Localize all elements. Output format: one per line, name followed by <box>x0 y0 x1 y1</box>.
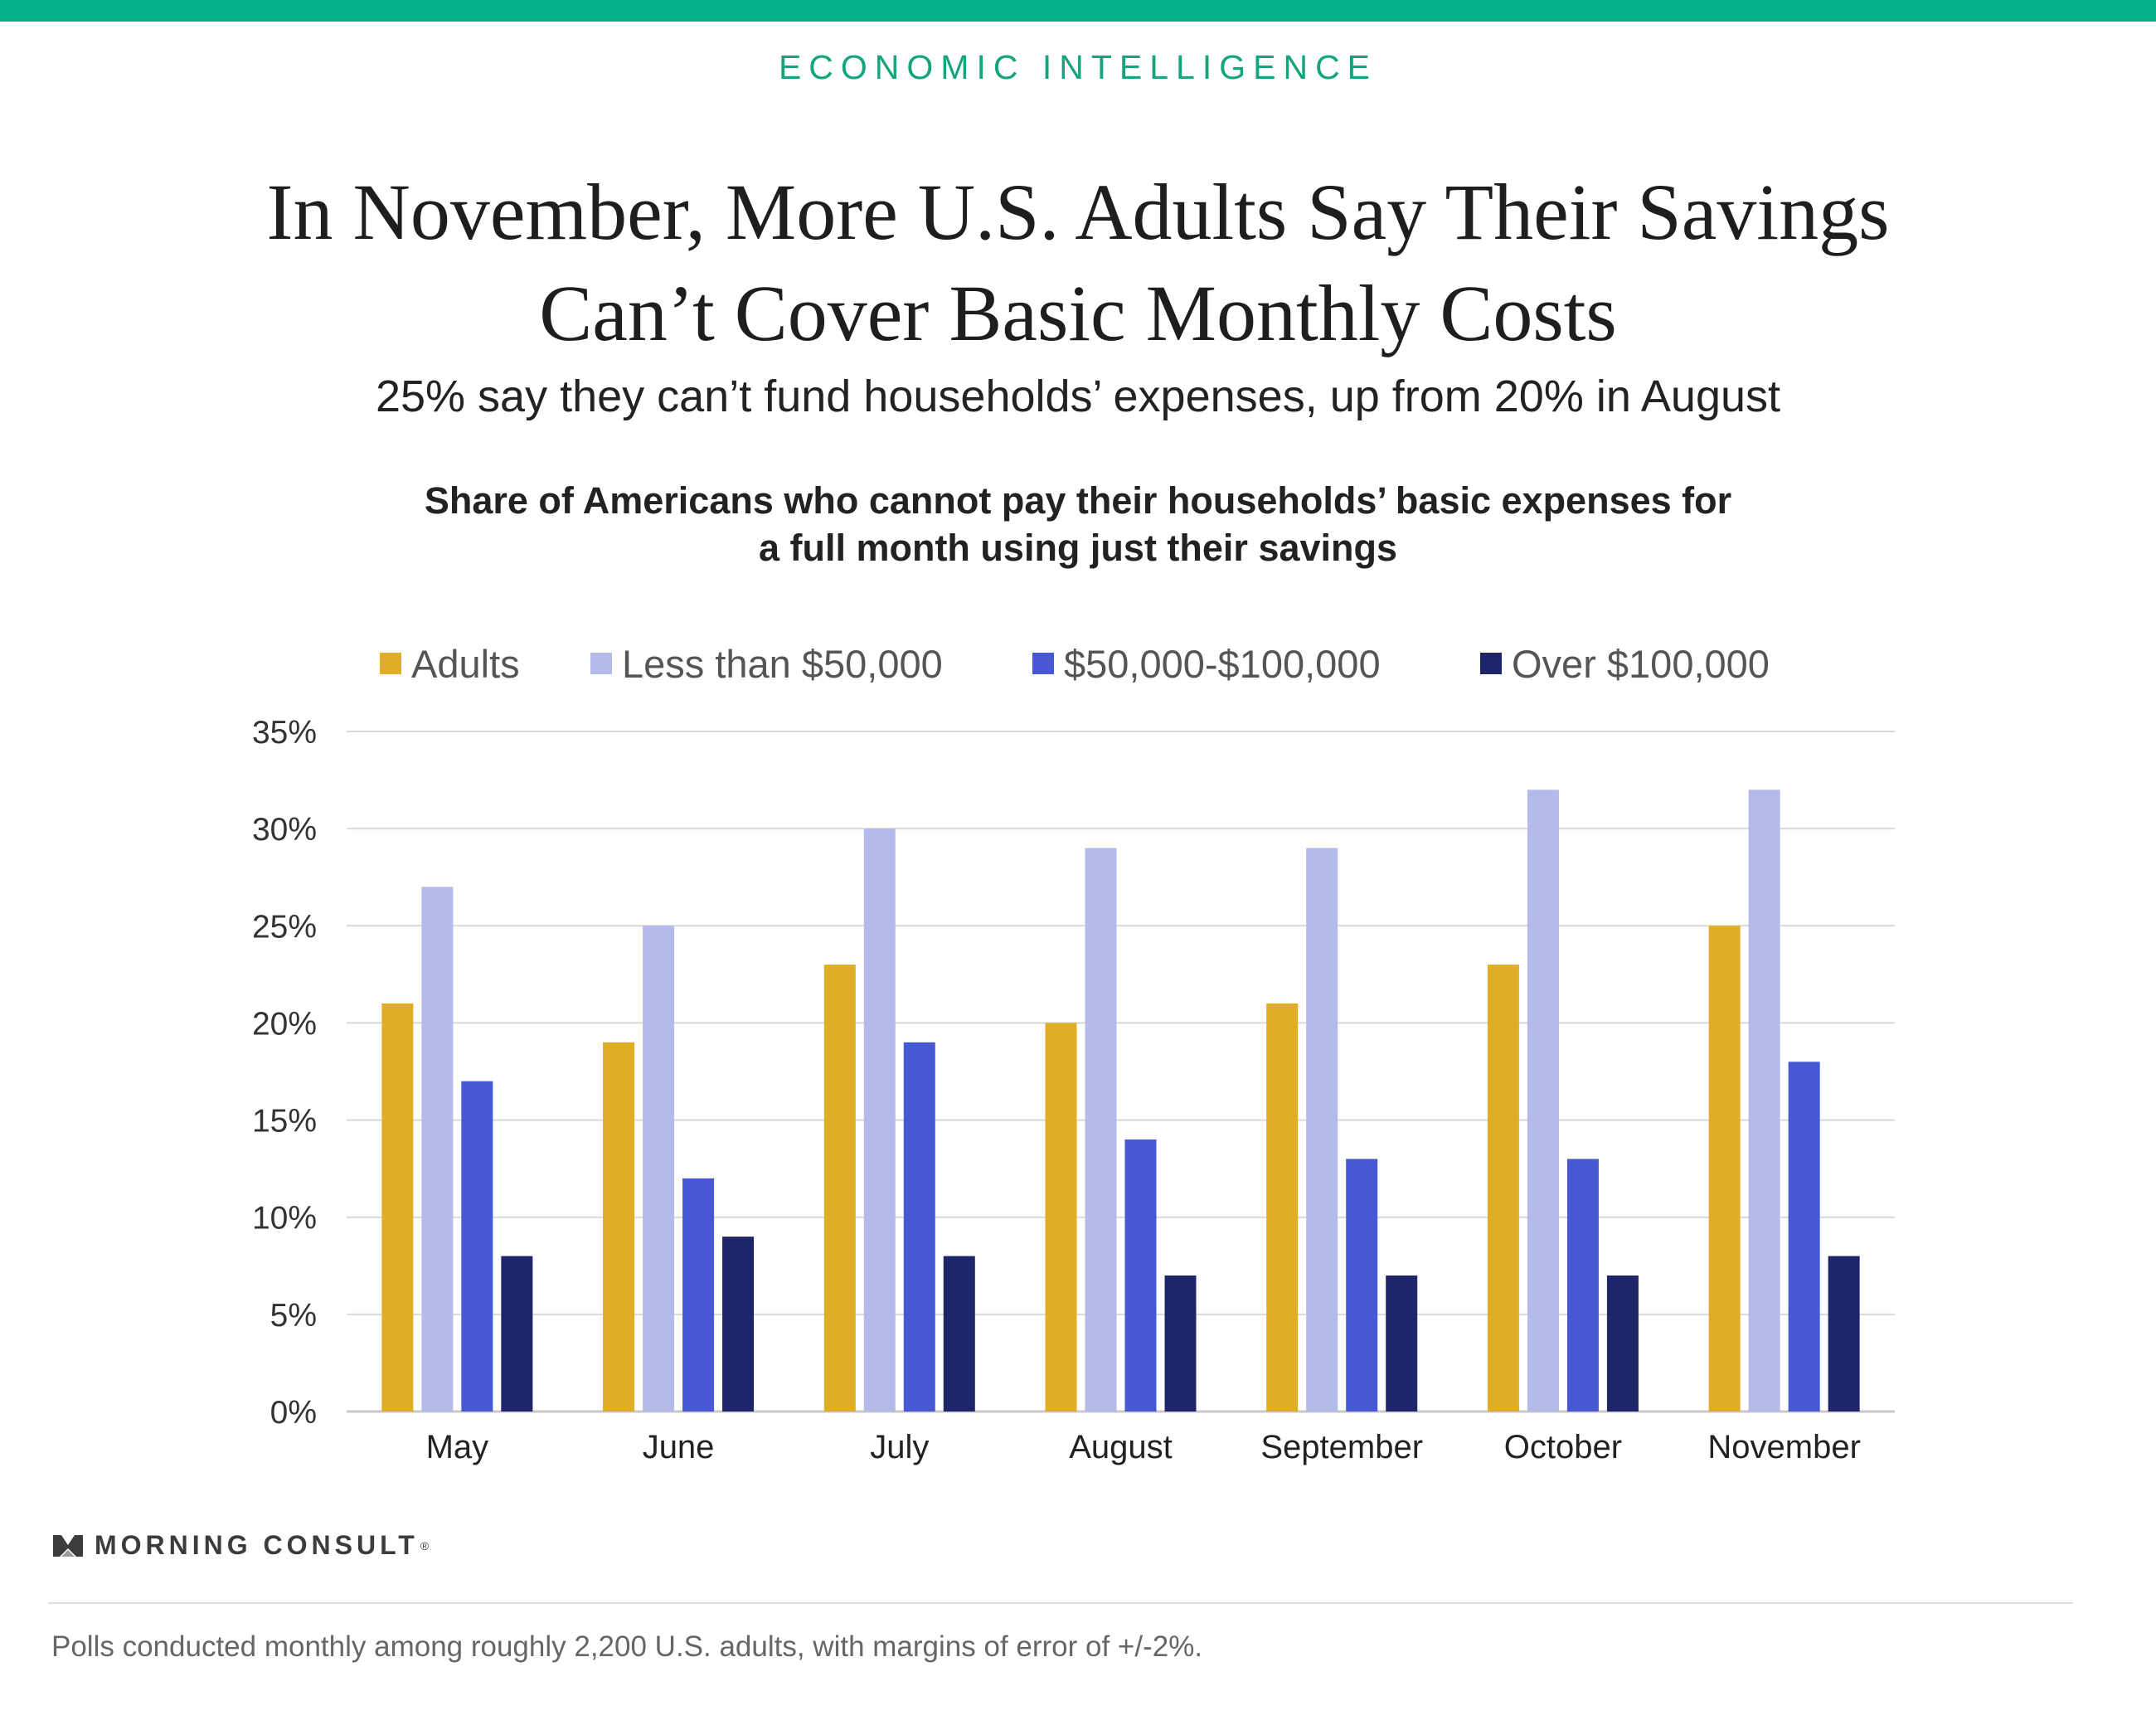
x-tick-label: November <box>1707 1429 1861 1465</box>
bar <box>1164 1276 1197 1412</box>
y-tick-label: 15% <box>252 1104 317 1139</box>
bar <box>501 1256 533 1412</box>
bar <box>1386 1276 1418 1412</box>
x-tick-label: October <box>1504 1429 1622 1465</box>
bar <box>863 828 896 1412</box>
bar <box>682 1178 715 1412</box>
legend-swatch-50k-100k <box>1032 653 1054 674</box>
x-axis-tick-labels: May June July August September October Novembe… <box>426 1429 1861 1465</box>
bar <box>903 1042 935 1412</box>
bar <box>1045 1023 1077 1412</box>
x-tick-label: July <box>870 1429 929 1465</box>
bar <box>1708 926 1741 1412</box>
bar <box>1124 1139 1157 1412</box>
chart-legend: Adults Less than $50,000 $50,000-$100,00… <box>0 639 2156 688</box>
bar <box>823 965 856 1412</box>
legend-item-less-than-50k: Less than $50,000 <box>590 639 943 688</box>
bars <box>381 790 1860 1412</box>
bar-chart: 0% 5% 10% 15% 20% 25% 30% 35% May June July August… <box>252 715 1895 1465</box>
bar <box>461 1081 493 1412</box>
y-tick-label: 30% <box>252 812 317 848</box>
bar <box>1346 1159 1378 1412</box>
headline-line-2: Can’t Cover Basic Monthly Costs <box>539 269 1617 357</box>
bar <box>1788 1062 1820 1412</box>
legend-item-adults: Adults <box>380 639 520 688</box>
morning-consult-logo-icon <box>53 1534 83 1557</box>
bar <box>1566 1159 1599 1412</box>
bar <box>943 1256 975 1412</box>
gridlines <box>347 731 1895 1413</box>
footer-divider <box>48 1602 2073 1604</box>
bar <box>1606 1276 1639 1412</box>
y-tick-label: 20% <box>252 1006 317 1042</box>
bar <box>1085 848 1117 1412</box>
headline: In November, More U.S. Adults Say Their … <box>124 162 2032 364</box>
y-tick-label: 35% <box>252 715 317 751</box>
bar <box>1266 1003 1299 1412</box>
bar <box>421 887 454 1412</box>
y-axis-tick-labels: 0% 5% 10% 15% 20% 25% 30% 35% <box>252 715 317 1431</box>
bar <box>1828 1256 1860 1412</box>
legend-item-over-100k: Over $100,000 <box>1480 639 1770 688</box>
footnote: Polls conducted monthly among roughly 2,… <box>51 1630 1203 1663</box>
legend-label-over-100k: Over $100,000 <box>1512 641 1770 686</box>
bar <box>603 1042 635 1412</box>
y-tick-label: 0% <box>270 1395 317 1431</box>
registered-mark: ® <box>420 1538 430 1552</box>
bar <box>1487 965 1519 1412</box>
brand-name: MORNING CONSULT <box>95 1530 419 1560</box>
x-tick-label: August <box>1069 1429 1173 1465</box>
y-tick-label: 25% <box>252 909 317 945</box>
legend-label-adults: Adults <box>411 641 520 686</box>
headline-line-1: In November, More U.S. Adults Say Their … <box>266 168 1890 256</box>
y-tick-label: 10% <box>252 1201 317 1237</box>
x-tick-label: September <box>1260 1429 1423 1465</box>
legend-swatch-adults <box>380 653 401 674</box>
x-tick-label: June <box>643 1429 715 1465</box>
legend-swatch-over-100k <box>1480 653 1502 674</box>
bar <box>381 1003 414 1412</box>
bar <box>1306 848 1338 1412</box>
y-tick-label: 5% <box>270 1298 317 1334</box>
section-kicker: ECONOMIC INTELLIGENCE <box>778 48 1378 86</box>
legend-label-50k-100k: $50,000-$100,000 <box>1064 641 1381 686</box>
bar <box>1748 790 1780 1412</box>
bar <box>1527 790 1559 1412</box>
chart-title: Share of Americans who cannot pay their … <box>424 479 1732 569</box>
legend-swatch-less-than-50k <box>590 653 612 674</box>
brand-logo: MORNING CONSULT ® <box>51 1530 429 1561</box>
bar <box>722 1237 755 1412</box>
subtitle: 25% say they can’t fund households’ expe… <box>375 372 1781 421</box>
legend-item-50k-100k: $50,000-$100,000 <box>1032 639 1381 688</box>
x-tick-label: May <box>426 1429 489 1465</box>
legend-label-less-than-50k: Less than $50,000 <box>622 641 943 686</box>
bar <box>643 926 675 1412</box>
top-accent-bar <box>0 0 2156 22</box>
